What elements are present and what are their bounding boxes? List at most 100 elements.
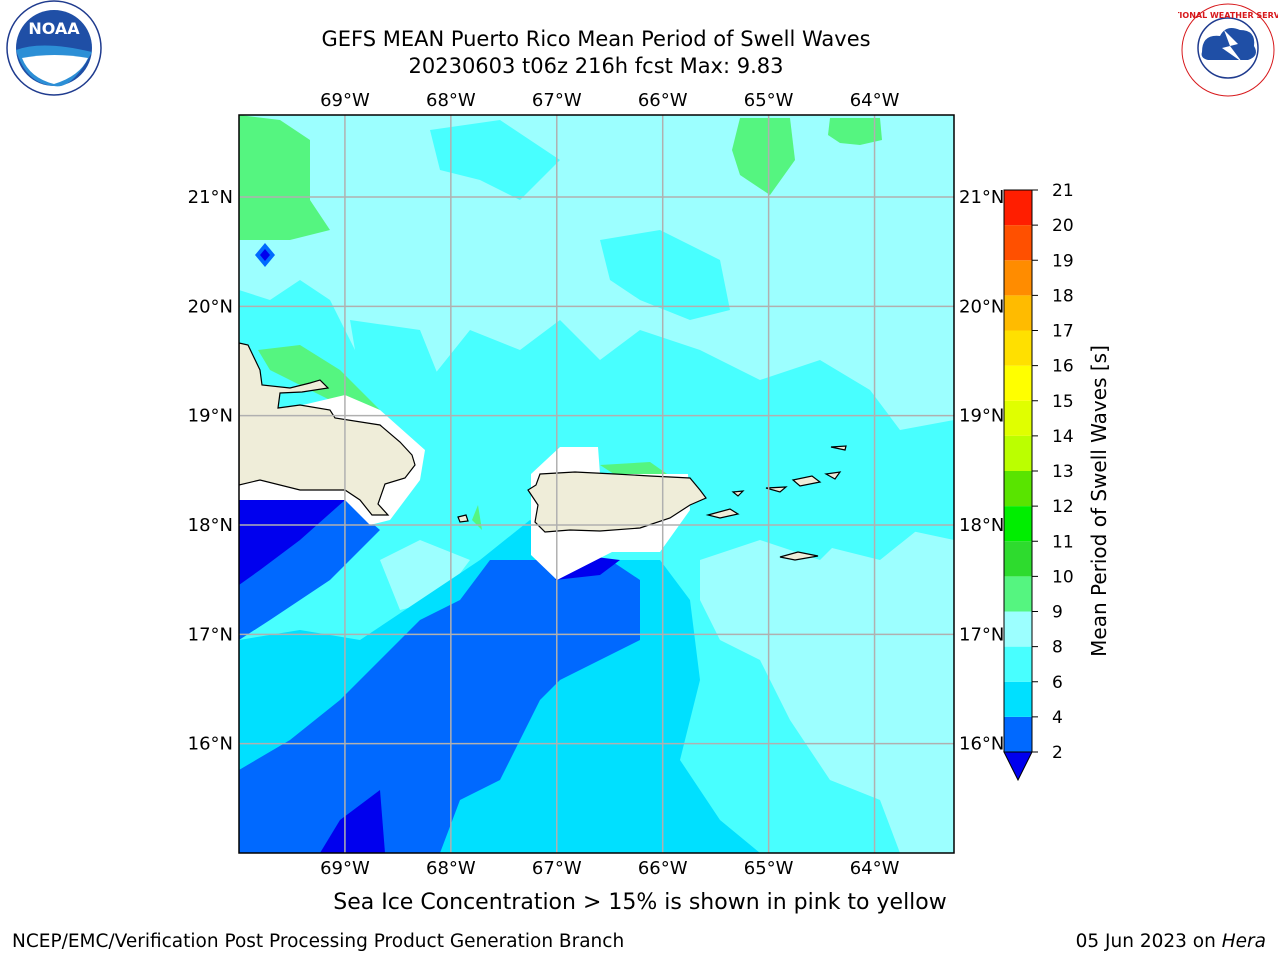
land-st-croix (779, 551, 819, 561)
land-virgin-islands (791, 475, 822, 487)
lat-label-right: 16°N (959, 734, 1004, 755)
field-band-9-10 (828, 118, 882, 145)
field-band-9-10 (258, 345, 380, 410)
lat-label-left: 18°N (188, 515, 233, 536)
field-band-9-10 (732, 118, 795, 195)
noaa-logo: NOAA (6, 0, 102, 96)
sea-ice-note: Sea Ice Concentration > 15% is shown in … (333, 890, 947, 915)
field-band-6-8 (430, 120, 560, 200)
colorbar-segment (1004, 506, 1032, 542)
lon-label-bottom: 64°W (850, 858, 900, 879)
colorbar-tick-label: 8 (1052, 638, 1063, 658)
colorbar-segment (1004, 576, 1032, 612)
lon-label-top: 68°W (426, 90, 476, 111)
colorbar-tick-label: 11 (1052, 532, 1074, 552)
field-band-8-9 (380, 540, 470, 610)
colorbar-extend-low (1003, 751, 1033, 782)
colorbar-tick-label: 14 (1052, 427, 1074, 447)
colorbar-tick-label: 19 (1052, 251, 1074, 271)
lat-label-right: 19°N (959, 406, 1004, 427)
colorbar-tick-label: 9 (1052, 603, 1063, 623)
map-frame (238, 114, 955, 854)
field-band-8-9 (700, 520, 954, 853)
field-band-6-8 (350, 320, 440, 400)
colorbar-tick-label: 20 (1052, 216, 1074, 236)
field-band-6-8 (600, 230, 730, 320)
colorbar-segment (1004, 716, 1032, 752)
land-puerto-rico (527, 471, 707, 533)
land-virgin-islands (765, 486, 788, 493)
colorbar-segment (1004, 471, 1032, 507)
lat-label-right: 21°N (959, 187, 1004, 208)
land-virgin-islands (731, 490, 745, 497)
lat-label-left: 17°N (188, 624, 233, 645)
colorbar-segment (1004, 541, 1032, 577)
colorbar-segment (1004, 260, 1032, 296)
lon-label-top: 66°W (638, 90, 688, 111)
land-virgin-islands (824, 471, 842, 480)
colorbar-tick-label: 21 (1052, 181, 1074, 201)
lat-label-left: 20°N (188, 296, 233, 317)
footer-credit: NCEP/EMC/Verification Post Processing Pr… (12, 931, 625, 952)
colorbar-tick-label: 12 (1052, 497, 1074, 517)
field-band-9-10 (472, 505, 482, 530)
graticule-labels: 69°W 69°W 68°W 68°W 67°W 67°W 66°W 66°W 65°W 65°W… (188, 90, 1005, 879)
colorbar-segment (1004, 225, 1032, 261)
noaa-logo-text: NOAA (28, 19, 80, 38)
nws-ring-text: NATIONAL WEATHER SERVICE (1178, 11, 1278, 20)
colorbar-tick-label: 4 (1052, 708, 1063, 728)
lon-label-top: 67°W (532, 90, 582, 111)
colorbar-tick-label: 10 (1052, 567, 1074, 587)
land-hispaniola (239, 342, 416, 516)
colorbar-tick-label: 13 (1052, 462, 1074, 482)
lon-label-bottom: 69°W (320, 858, 370, 879)
colorbar: 2 4 6 8 9 10 11 12 13 14 15 16 17 18 19 20 21 Mean Period… (1003, 181, 1111, 782)
colorbar-segment (1004, 611, 1032, 647)
colorbar-segment (1004, 681, 1032, 717)
graticule (239, 115, 954, 853)
colorbar-segment (1004, 646, 1032, 682)
lat-label-left: 21°N (188, 187, 233, 208)
colorbar-segment (1004, 435, 1032, 471)
colorbar-label: Mean Period of Swell Waves [s] (1087, 345, 1111, 657)
lat-label-right: 20°N (959, 296, 1004, 317)
field-band-below-2 (555, 555, 620, 580)
lon-label-top: 69°W (320, 90, 370, 111)
lat-label-right: 17°N (959, 624, 1004, 645)
footer-host: Hera (1221, 931, 1266, 952)
footer-date: 05 Jun 2023 on Hera (1076, 931, 1266, 952)
lon-label-top: 65°W (744, 90, 794, 111)
swell-period-field (239, 115, 954, 853)
colorbar-segment (1004, 365, 1032, 401)
map-subtitle: 20230603 t06z 216h fcst Max: 9.83 (408, 54, 784, 78)
colorbar-tick-label: 17 (1052, 322, 1074, 342)
land-vieques (705, 508, 740, 519)
lat-label-left: 16°N (188, 734, 233, 755)
nws-logo: NATIONAL WEATHER SERVICE (1178, 2, 1278, 98)
colorbar-tick-label: 16 (1052, 357, 1074, 377)
field-band-2-4 (239, 560, 640, 853)
lon-label-bottom: 67°W (532, 858, 582, 879)
land-mona-island (457, 514, 469, 523)
colorbar-segment (1004, 190, 1032, 226)
colorbar-tick-label: 15 (1052, 392, 1074, 412)
field-band-below-2 (320, 790, 385, 853)
field-spot (260, 249, 270, 261)
colorbar-tick-label: 6 (1052, 673, 1063, 693)
field-band-6-8 (760, 470, 930, 560)
lon-label-bottom: 66°W (638, 858, 688, 879)
colorbar-segment (1004, 330, 1032, 366)
lon-label-bottom: 68°W (426, 858, 476, 879)
lon-label-bottom: 65°W (744, 858, 794, 879)
colorbar-segment (1004, 295, 1032, 331)
footer-date-text: 05 Jun 2023 on (1075, 931, 1222, 952)
field-spot (470, 760, 484, 780)
land-anegada (830, 445, 847, 451)
lat-label-left: 19°N (188, 406, 233, 427)
lon-label-top: 64°W (850, 90, 900, 111)
field-band-below-2 (239, 500, 345, 585)
colorbar-tick-label: 2 (1052, 743, 1063, 763)
lat-label-right: 18°N (959, 515, 1004, 536)
field-band-9-10 (239, 115, 330, 240)
